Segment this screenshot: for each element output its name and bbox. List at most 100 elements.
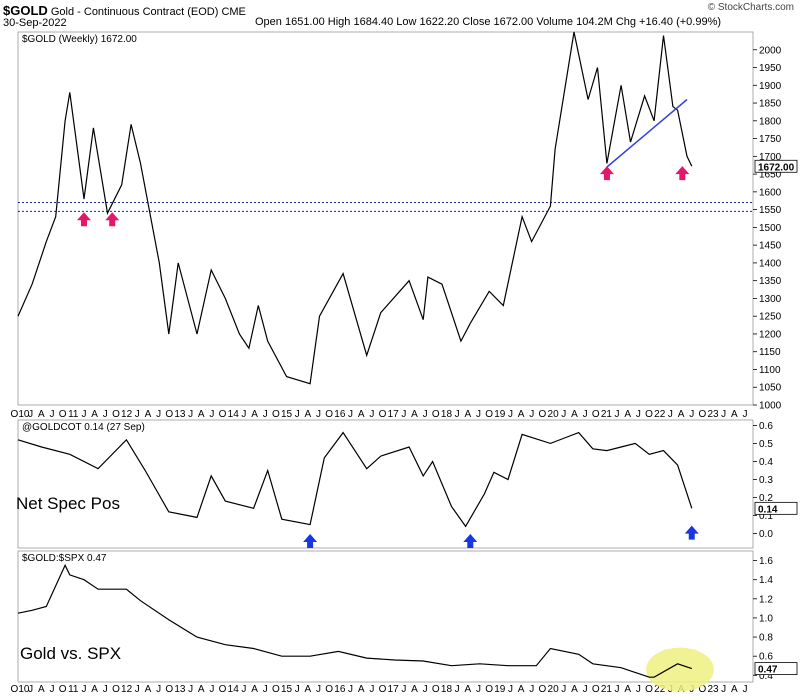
y-tick-label: 1600 bbox=[759, 187, 782, 198]
series-line bbox=[17, 31, 693, 385]
y-tick-label: 1450 bbox=[759, 241, 782, 252]
x-tick-label: A bbox=[624, 409, 631, 420]
x-tick-label: A bbox=[678, 409, 685, 420]
x-tick-label: O bbox=[432, 684, 440, 695]
x-tick-label: O bbox=[698, 684, 706, 695]
y-tick-label: 1950 bbox=[759, 63, 782, 74]
y-tick-label: 0.6 bbox=[759, 652, 773, 663]
x-tick-label: J bbox=[49, 684, 54, 695]
x-tick-label: J bbox=[476, 684, 481, 695]
x-tick-label: J bbox=[583, 409, 588, 420]
x-tick-label: J bbox=[636, 684, 641, 695]
red-arrow bbox=[599, 166, 614, 181]
x-tick-label: J bbox=[423, 684, 428, 695]
x-tick-label: J bbox=[721, 409, 726, 420]
x-tick-label: 16 bbox=[334, 684, 346, 695]
x-tick-label: J bbox=[508, 409, 513, 420]
x-tick-label: O bbox=[485, 684, 493, 695]
net-spec-label: Net Spec Pos bbox=[16, 494, 120, 513]
x-tick-label: J bbox=[636, 409, 641, 420]
panel-title: @GOLDCOT 0.14 (27 Sep) bbox=[22, 422, 145, 433]
x-tick-label: J bbox=[241, 684, 246, 695]
gold-vs-spx-label: Gold vs. SPX bbox=[20, 644, 122, 663]
x-tick-label: O bbox=[272, 684, 280, 695]
y-tick-label: 1550 bbox=[759, 205, 782, 216]
x-tick-label: O bbox=[698, 409, 706, 420]
y-tick-label: 1050 bbox=[759, 383, 782, 394]
panel-frame-1 bbox=[17, 31, 754, 406]
y-tick-label: 1.6 bbox=[759, 556, 773, 567]
x-tick-label: O bbox=[325, 684, 333, 695]
x-tick-label: 19 bbox=[494, 684, 506, 695]
x-tick-label: J bbox=[241, 409, 246, 420]
x-tick-label: 12 bbox=[121, 409, 133, 420]
x-tick-label: A bbox=[731, 409, 738, 420]
x-tick-label: 15 bbox=[281, 684, 293, 695]
x-tick-label: A bbox=[38, 409, 45, 420]
x-tick-label: 23 bbox=[707, 409, 719, 420]
x-tick-label: J bbox=[156, 409, 161, 420]
x-tick-label: 20 bbox=[548, 684, 560, 695]
x-tick-label: O bbox=[645, 409, 653, 420]
x-tick-label: J bbox=[49, 409, 54, 420]
x-tick-label: A bbox=[198, 409, 205, 420]
panel-frame-2 bbox=[17, 419, 754, 549]
x-tick-label: J bbox=[81, 684, 86, 695]
x-tick-label: O bbox=[645, 684, 653, 695]
x-tick-label: J bbox=[348, 409, 353, 420]
x-tick-label: J bbox=[401, 409, 406, 420]
y-tick-label: 0.0 bbox=[759, 529, 773, 540]
chart-header: $GOLD Gold - Continuous Contract (EOD) C… bbox=[3, 3, 246, 18]
y-tick-label: 1500 bbox=[759, 223, 782, 234]
x-tick-label: 18 bbox=[441, 409, 453, 420]
x-tick-label: J bbox=[28, 684, 33, 695]
exchange: CME bbox=[221, 6, 246, 18]
x-tick-label: A bbox=[305, 684, 312, 695]
x-tick-label: 16 bbox=[334, 409, 346, 420]
x-tick-label: 22 bbox=[654, 409, 666, 420]
last-value-box bbox=[754, 662, 798, 676]
x-tick-label: J bbox=[209, 684, 214, 695]
x-tick-label: A bbox=[358, 409, 365, 420]
y-tick-label: 1100 bbox=[759, 365, 781, 376]
x-tick-label: A bbox=[251, 409, 258, 420]
x-tick-label: J bbox=[583, 684, 588, 695]
series-line bbox=[17, 431, 693, 528]
description: Gold - Continuous Contract (EOD) bbox=[50, 6, 219, 18]
x-tick-label: O bbox=[432, 409, 440, 420]
x-tick-label: 14 bbox=[228, 684, 240, 695]
x-tick-label: A bbox=[251, 684, 258, 695]
x-tick-label: J bbox=[316, 684, 321, 695]
y-tick-label: 1300 bbox=[759, 294, 782, 305]
y-tick-label: 0.8 bbox=[759, 633, 773, 644]
x-tick-label: O bbox=[485, 409, 493, 420]
y-tick-label: 1200 bbox=[759, 329, 782, 340]
series-line bbox=[17, 563, 692, 678]
x-tick-label: 14 bbox=[228, 409, 240, 420]
x-tick-label: J bbox=[721, 684, 726, 695]
x-tick-label: A bbox=[38, 684, 45, 695]
last-value-box bbox=[754, 159, 798, 173]
x-tick-label: A bbox=[91, 684, 98, 695]
x-tick-label: A bbox=[731, 684, 738, 695]
x-tick-label: J bbox=[561, 684, 566, 695]
red-arrow bbox=[675, 166, 690, 181]
blue-arrow bbox=[463, 534, 478, 548]
panel-title: $GOLD:$SPX 0.47 bbox=[22, 553, 107, 564]
x-tick-label: J bbox=[156, 684, 161, 695]
x-tick-label: O bbox=[112, 684, 120, 695]
y-tick-label: 0.1 bbox=[759, 511, 773, 522]
last-value-label: 0.14 bbox=[758, 504, 778, 515]
last-value-label: 1672.00 bbox=[758, 162, 795, 173]
x-tick-label: J bbox=[135, 409, 140, 420]
x-tick-label: J bbox=[561, 409, 566, 420]
y-tick-label: 0.3 bbox=[759, 475, 773, 486]
x-tick-label: 17 bbox=[388, 684, 400, 695]
x-tick-label: 13 bbox=[174, 684, 186, 695]
y-tick-label: 1.2 bbox=[759, 594, 773, 605]
x-tick-label: O bbox=[165, 684, 173, 695]
y-tick-label: 0.4 bbox=[759, 671, 773, 682]
x-tick-label: O bbox=[379, 684, 387, 695]
x-tick-label: J bbox=[615, 684, 620, 695]
